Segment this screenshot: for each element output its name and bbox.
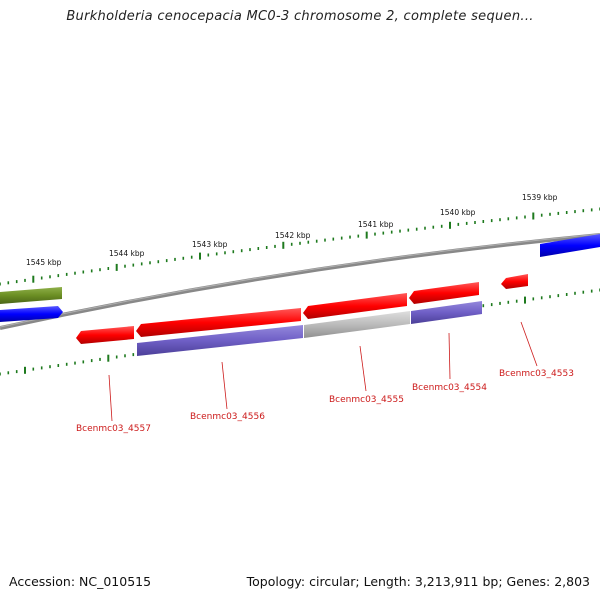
scale-label-1542: 1542 kbp xyxy=(275,231,311,240)
accession-text: Accession: NC_010515 xyxy=(9,574,152,589)
chromosome-backbone xyxy=(0,233,600,330)
forward-cds-left[interactable] xyxy=(0,306,63,322)
gene-label-bcenmc03-4553[interactable]: Bcenmc03_4553 xyxy=(499,369,574,379)
scale-label-1540: 1540 kbp xyxy=(440,208,476,217)
chromosome-backbone-highlight xyxy=(0,233,600,328)
gene-label-bcenmc03-4556[interactable]: Bcenmc03_4556 xyxy=(190,412,265,422)
leader-line-4553 xyxy=(520,321,538,367)
gene-bar-bcenmc03-4556[interactable] xyxy=(137,325,303,356)
leader-line-4554 xyxy=(448,332,451,380)
reverse-cds-bcenmc03-4556[interactable] xyxy=(136,308,301,337)
outer-tick-ring xyxy=(0,207,600,286)
reverse-cds-bcenmc03-4554[interactable] xyxy=(409,282,479,304)
reverse-cds-bcenmc03-4555[interactable] xyxy=(303,293,407,319)
scale-label-1539: 1539 kbp xyxy=(522,193,558,202)
scale-label-1541: 1541 kbp xyxy=(358,220,394,229)
topology-summary: Topology: circular; Length: 3,213,911 bp… xyxy=(246,574,590,589)
reverse-cds-bcenmc03-4553[interactable] xyxy=(501,274,528,289)
scale-label-1544: 1544 kbp xyxy=(109,249,145,258)
scale-label-1545: 1545 kbp xyxy=(26,258,62,267)
leader-line-4557 xyxy=(108,374,113,422)
gene-label-bcenmc03-4557[interactable]: Bcenmc03_4557 xyxy=(76,424,151,434)
leader-line-4555 xyxy=(359,345,367,392)
scale-label-1543: 1543 kbp xyxy=(192,240,228,249)
forward-cds-right[interactable] xyxy=(540,234,600,257)
gene-label-bcenmc03-4554[interactable]: Bcenmc03_4554 xyxy=(412,383,487,393)
leader-line-4556 xyxy=(221,361,228,410)
gene-label-bcenmc03-4555[interactable]: Bcenmc03_4555 xyxy=(329,395,404,405)
gene-bar-bcenmc03-4554[interactable] xyxy=(411,301,482,324)
map-title: Burkholderia cenocepacia MC0-3 chromosom… xyxy=(66,9,534,24)
gene-bar-bcenmc03-4555[interactable] xyxy=(304,311,410,338)
feature-olive-gene[interactable] xyxy=(0,287,62,304)
reverse-cds-bcenmc03-4557[interactable] xyxy=(76,326,134,344)
